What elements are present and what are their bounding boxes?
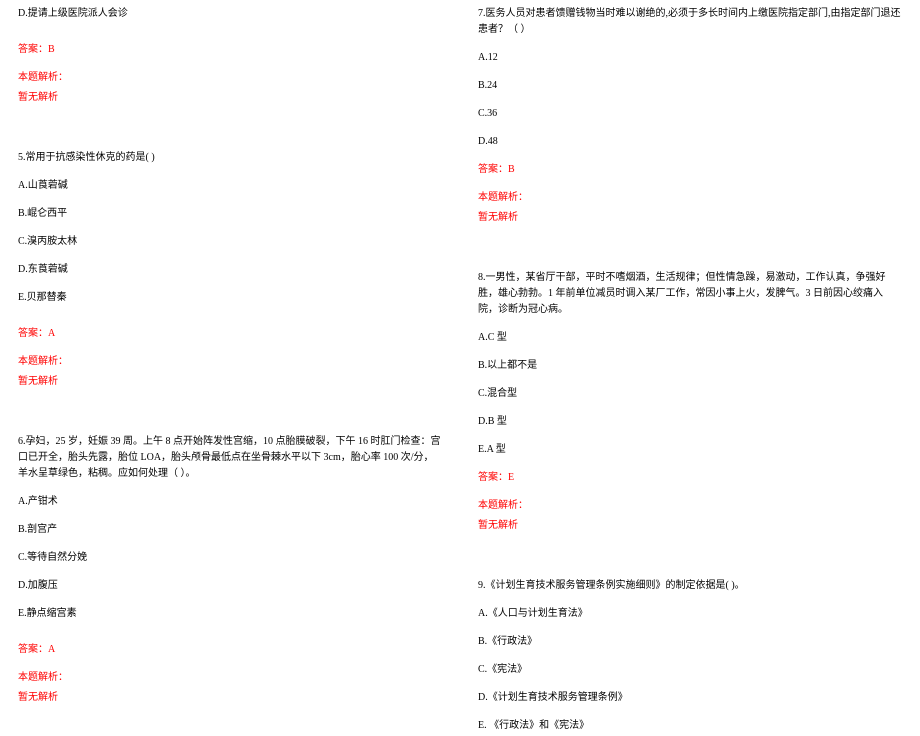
q7-option-d: D.48: [478, 132, 902, 152]
q8-option-e: E.A 型: [478, 440, 902, 460]
q4-parse-label: 本题解析：: [18, 68, 442, 88]
q7-parse-body: 暂无解析: [478, 208, 902, 228]
left-column: D.提请上级医院派人会诊 答案：B 本题解析： 暂无解析 5.常用于抗感染性休克…: [0, 0, 460, 651]
q5-option-c: C.溴丙胺太林: [18, 232, 442, 252]
q8-option-b: B.以上都不是: [478, 356, 902, 376]
q5-option-a: A.山莨菪碱: [18, 176, 442, 196]
q8-parse-label: 本题解析：: [478, 496, 902, 516]
q8-option-c: C.混合型: [478, 384, 902, 404]
q6-option-e: E.静点缩宫素: [18, 604, 442, 624]
q8-answer: 答案：E: [478, 468, 902, 488]
q9-option-e: E. 《行政法》和《宪法》: [478, 716, 902, 736]
q6-option-a: A.产钳术: [18, 492, 442, 512]
q8-stem: 8.一男性，某省厅干部，平时不嗜烟酒，生活规律；但性情急躁，易激动，工作认真，争…: [478, 268, 902, 320]
right-column: 7.医务人员对患者馈赠钱物当时难以谢绝的,必须于多长时间内上缴医院指定部门,由指…: [460, 0, 920, 651]
q6-option-b: B.剖宫产: [18, 520, 442, 540]
q7-option-b: B.24: [478, 76, 902, 96]
q9-option-c: C.《宪法》: [478, 660, 902, 680]
q5-answer: 答案：A: [18, 324, 442, 344]
q5-parse-body: 暂无解析: [18, 372, 442, 392]
page: D.提请上级医院派人会诊 答案：B 本题解析： 暂无解析 5.常用于抗感染性休克…: [0, 0, 920, 651]
q7-parse-label: 本题解析：: [478, 188, 902, 208]
q7-answer: 答案：B: [478, 160, 902, 180]
q6-parse-label: 本题解析：: [18, 668, 442, 688]
q8-parse-body: 暂无解析: [478, 516, 902, 536]
q4-parse-body: 暂无解析: [18, 88, 442, 108]
q7-stem: 7.医务人员对患者馈赠钱物当时难以谢绝的,必须于多长时间内上缴医院指定部门,由指…: [478, 4, 902, 40]
q5-option-d: D.东莨菪碱: [18, 260, 442, 280]
q6-option-c: C.等待自然分娩: [18, 548, 442, 568]
q5-option-e: E.贝那替秦: [18, 288, 442, 308]
q4-answer: 答案：B: [18, 40, 442, 60]
q6-option-d: D.加腹压: [18, 576, 442, 596]
q8-option-d: D.B 型: [478, 412, 902, 432]
q6-stem: 6.孕妇，25 岁，妊娠 39 周。上午 8 点开始阵发性宫缩，10 点胎膜破裂…: [18, 432, 442, 484]
q9-stem: 9.《计划生育技术服务管理条例实施细则》的制定依据是( )。: [478, 576, 902, 596]
q5-parse-label: 本题解析：: [18, 352, 442, 372]
q9-option-d: D.《计划生育技术服务管理条例》: [478, 688, 902, 708]
q4-option-d: D.提请上级医院派人会诊: [18, 4, 442, 24]
q5-option-b: B.崐仑西平: [18, 204, 442, 224]
q9-option-b: B.《行政法》: [478, 632, 902, 652]
q8-option-a: A.C 型: [478, 328, 902, 348]
q5-stem: 5.常用于抗感染性休克的药是( ): [18, 148, 442, 168]
q7-option-c: C.36: [478, 104, 902, 124]
q9-option-a: A.《人口与计划生育法》: [478, 604, 902, 624]
q6-parse-body: 暂无解析: [18, 688, 442, 708]
q6-answer: 答案：A: [18, 640, 442, 660]
q7-option-a: A.12: [478, 48, 902, 68]
